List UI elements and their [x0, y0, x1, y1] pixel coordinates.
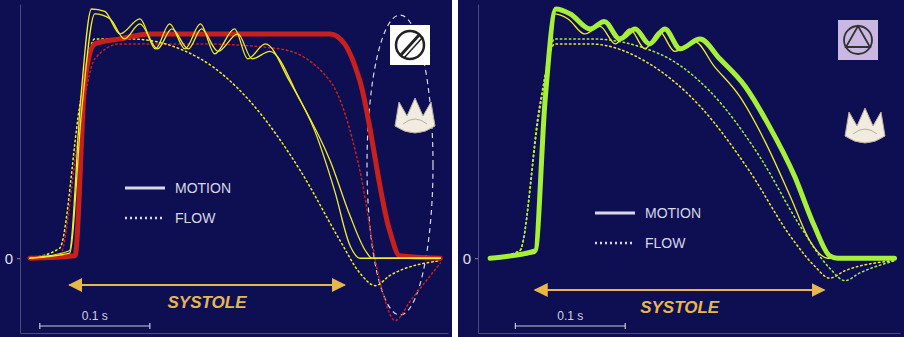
- chart-svg: 0 MOTION FLOW SYSTOLE 0.1 s 0 MOTION FLOW SYSTOL…: [0, 0, 904, 337]
- tissue-valve-icon: [845, 108, 885, 143]
- panel-background: [458, 0, 904, 337]
- legend-item: MOTION: [595, 205, 701, 221]
- y-axis-line: [20, 5, 21, 334]
- tissue-valve-icon: [395, 98, 435, 133]
- chart-root: 0 MOTION FLOW SYSTOLE 0.1 s 0 MOTION FLOW SYSTOL…: [0, 0, 904, 337]
- flow-line: [30, 39, 440, 286]
- motion-line: [30, 34, 440, 258]
- x-axis: [21, 333, 449, 334]
- systole-label: SYSTOLE: [640, 298, 720, 317]
- legend-item: FLOW: [595, 235, 686, 251]
- x-axis-line: [479, 333, 901, 334]
- y-axis: 0: [463, 5, 479, 334]
- y-tick: 0: [5, 250, 20, 267]
- legend-label: MOTION: [175, 180, 231, 196]
- flow-line: [490, 44, 894, 278]
- x-axis-line: [21, 333, 449, 334]
- scale-bar: [40, 323, 150, 329]
- legend: MOTION FLOW: [125, 180, 231, 226]
- valve-icon: [838, 20, 878, 60]
- legend-label: MOTION: [645, 205, 701, 221]
- y-tick: 0: [463, 250, 478, 267]
- legend-label: FLOW: [645, 235, 686, 251]
- legend-swatch: [595, 212, 635, 215]
- legend-item: FLOW: [125, 210, 216, 226]
- y-axis-line: [478, 5, 479, 334]
- y-tick-mark: [475, 258, 478, 259]
- scale-bar: [515, 323, 625, 329]
- legend-item: MOTION: [125, 180, 231, 196]
- valve-icon: [390, 25, 430, 65]
- lines: [30, 9, 440, 321]
- panel-background: [0, 0, 452, 337]
- systole-label: SYSTOLE: [168, 293, 248, 312]
- flow-line: [490, 39, 894, 281]
- scale-bar-label: 0.1 s: [82, 309, 108, 323]
- x-axis: [479, 333, 901, 334]
- panel: 0 MOTION FLOW SYSTOLE 0.1 s: [0, 0, 452, 337]
- legend-label: FLOW: [175, 210, 216, 226]
- motion-line: [30, 9, 440, 258]
- y-axis: 0: [5, 5, 21, 334]
- systole-arrow: [535, 289, 824, 291]
- legend-swatch: [125, 217, 165, 220]
- legend-swatch: [595, 242, 635, 245]
- panel: 0 MOTION FLOW SYSTOLE 0.1 s: [458, 0, 904, 337]
- y-tick-label: 0: [463, 250, 471, 267]
- motion-line: [490, 9, 894, 258]
- systole-arrow: [70, 284, 345, 286]
- y-tick-mark: [17, 258, 20, 259]
- motion-line: [30, 14, 440, 258]
- legend: MOTION FLOW: [595, 205, 701, 251]
- scale-bar-label: 0.1 s: [557, 309, 583, 323]
- lines: [490, 9, 894, 281]
- y-tick-label: 0: [5, 250, 13, 267]
- legend-swatch: [125, 187, 165, 190]
